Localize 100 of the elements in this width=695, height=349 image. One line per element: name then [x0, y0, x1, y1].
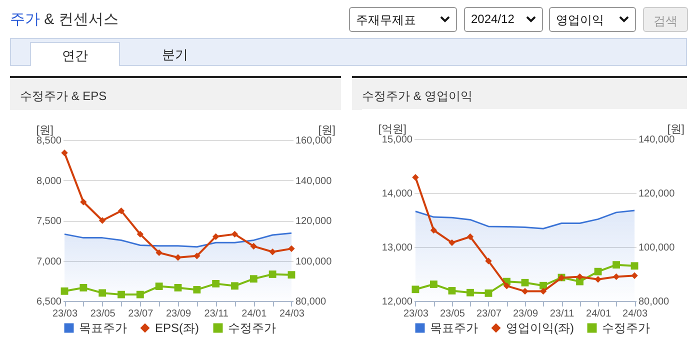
point [594, 268, 602, 276]
point [485, 258, 492, 264]
y2-tick-label: 80,000 [296, 296, 327, 308]
x-tick-label: 23/05 [90, 308, 116, 320]
point [412, 174, 419, 181]
point [612, 273, 620, 280]
point [174, 284, 182, 292]
y-tick-label: 15,000 [382, 134, 413, 146]
y-tick-label: 7,000 [36, 256, 62, 268]
point [631, 272, 638, 279]
x-tick-label: 23/03 [403, 308, 429, 320]
point [60, 287, 68, 295]
text: 검색 [643, 7, 688, 32]
point [521, 278, 529, 286]
point [540, 282, 547, 290]
point [250, 242, 258, 250]
point [80, 198, 87, 206]
point [156, 249, 162, 256]
point [250, 275, 258, 283]
text: 2024/12 [464, 7, 543, 32]
x-tick-label: 23/09 [166, 308, 192, 320]
text: 영업이익 [549, 7, 636, 32]
y-tick-label: 6,500 [36, 296, 62, 308]
y-tick-label: 12,000 [382, 296, 413, 308]
y2-tick-label: 160,000 [296, 136, 332, 146]
y2-tick-label: 140,000 [638, 134, 676, 146]
y2-tick-label: 100,000 [296, 256, 332, 268]
point [576, 273, 584, 280]
point [412, 286, 420, 294]
text: 주가 & 컨센서스 [10, 10, 118, 29]
y-tick-label: 8,000 [36, 176, 62, 187]
chart-title: 수정주가 & EPS [10, 76, 341, 110]
y2-tick-label: 120,000 [638, 188, 676, 200]
point [193, 286, 201, 294]
point [484, 289, 492, 297]
point [288, 245, 295, 252]
point [540, 288, 547, 295]
x-tick-label: 23/11 [204, 308, 229, 320]
point [212, 280, 220, 288]
y2-tick-label: 80,000 [638, 296, 670, 308]
y-axis-title: [원] [36, 124, 54, 136]
point [430, 226, 438, 234]
point [466, 288, 474, 296]
x-tick-label: 23/05 [440, 308, 466, 320]
point [98, 289, 106, 297]
point [612, 261, 620, 269]
point [98, 217, 106, 224]
point [118, 207, 125, 214]
y2-tick-label: 120,000 [296, 216, 332, 227]
y-tick-label: 7,500 [36, 216, 62, 227]
legend-label: EPS(좌) [155, 321, 200, 335]
y2-tick-label: 140,000 [296, 176, 332, 187]
point [448, 287, 456, 294]
y-tick-label: 13,000 [382, 242, 413, 254]
x-tick-label: 23/09 [512, 308, 538, 320]
point [430, 280, 438, 288]
y-tick-label: 8,500 [36, 136, 62, 146]
point [576, 278, 584, 286]
point [503, 282, 510, 290]
point [268, 270, 276, 278]
legend-label: 수정주가 [228, 321, 276, 335]
y2-tick-label: 100,000 [638, 242, 676, 254]
point [136, 230, 144, 238]
y2-axis-title: [원] [667, 124, 684, 136]
x-tick-label: 23/07 [476, 308, 502, 320]
legend-label: 영업이익(좌) [506, 321, 574, 335]
x-tick-label: 24/01 [586, 308, 612, 320]
text: 분기 [161, 46, 189, 64]
point [448, 239, 456, 246]
point [194, 252, 200, 260]
point [61, 150, 68, 156]
point [155, 282, 163, 290]
point [118, 290, 125, 298]
point [288, 271, 296, 279]
point [212, 233, 220, 240]
point [231, 230, 238, 238]
x-tick-label: 23/07 [128, 308, 154, 320]
text: 주재무제표 [349, 7, 457, 32]
point [594, 276, 602, 283]
point [269, 248, 276, 256]
point [231, 282, 238, 290]
text: 연간 [30, 42, 120, 66]
x-tick-label: 24/01 [242, 308, 268, 320]
x-tick-label: 24/03 [622, 308, 648, 320]
x-tick-label: 23/11 [550, 308, 575, 320]
x-tick-label: 23/03 [52, 308, 78, 320]
point [522, 288, 528, 295]
legend-label: 목표주가 [79, 321, 127, 335]
legend-label: 수정주가 [602, 321, 650, 335]
point [80, 284, 88, 292]
legend-label: 목표주가 [430, 321, 478, 335]
point [174, 254, 182, 261]
x-tick-label: 24/03 [279, 308, 305, 320]
point [136, 290, 144, 298]
y-tick-label: 14,000 [382, 188, 413, 200]
point [630, 262, 638, 270]
chart-title: 수정주가 & 영업이익 [352, 76, 687, 110]
point [466, 233, 474, 240]
y2-axis-title: [원] [318, 124, 336, 136]
y-axis-title: [억원] [378, 124, 406, 136]
